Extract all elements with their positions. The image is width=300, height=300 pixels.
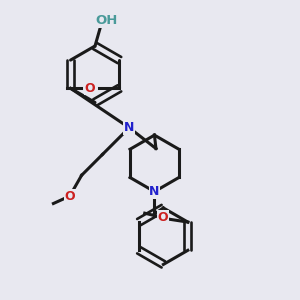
Text: N: N — [124, 121, 134, 134]
Text: O: O — [64, 190, 75, 202]
Text: O: O — [157, 211, 168, 224]
Text: O: O — [84, 82, 95, 95]
Text: OH: OH — [96, 14, 118, 27]
Text: N: N — [149, 185, 160, 198]
